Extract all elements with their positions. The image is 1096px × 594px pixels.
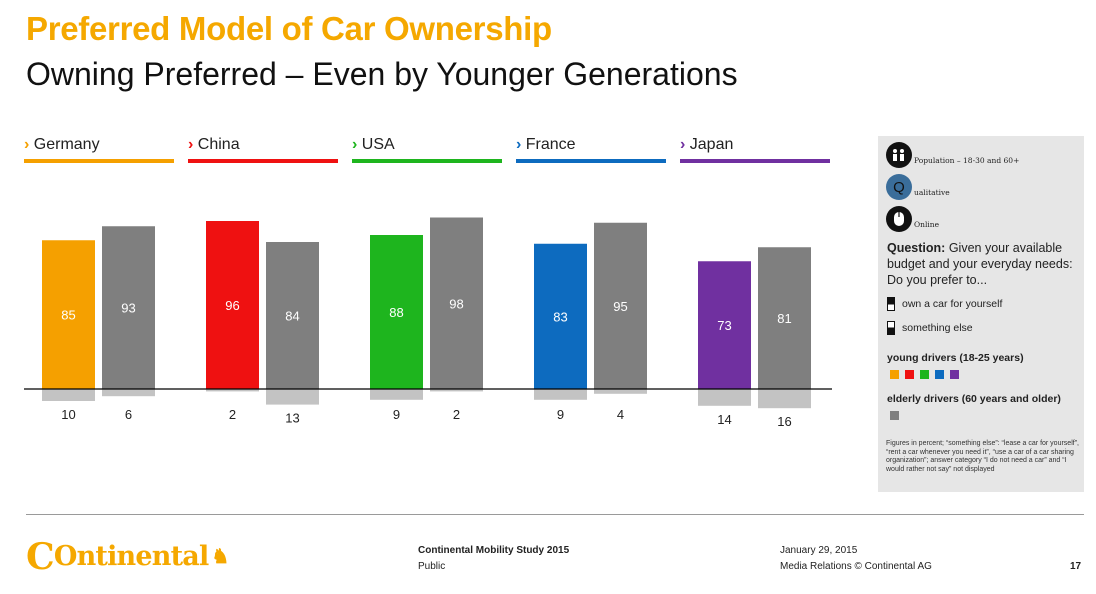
bar-young-france xyxy=(534,243,587,389)
meta-qualitative: Q ualitative xyxy=(886,174,950,200)
qualitative-icon: Q xyxy=(886,174,912,200)
footer-study: Continental Mobility Study 2015 Public xyxy=(418,545,570,572)
category-underline-germany xyxy=(24,159,174,163)
value-elderly-germany: 93 xyxy=(121,301,135,316)
bar-young-else-usa xyxy=(370,389,423,400)
bar-elderly-else-france xyxy=(594,389,647,394)
legend-panel: Population – 18-30 and 60+ Q ualitative … xyxy=(878,136,1084,492)
category-underline-usa xyxy=(352,159,502,163)
meta-population: Population – 18-30 and 60+ xyxy=(886,142,1019,168)
value-elderly-japan: 81 xyxy=(777,311,791,326)
value-elderly-france: 95 xyxy=(613,299,627,314)
meta-population-label: Population – 18-30 and 60+ xyxy=(914,155,1020,165)
bar-elderly-france xyxy=(594,222,647,389)
meta-qualitative-label: ualitative xyxy=(914,187,950,197)
category-label-france: › France xyxy=(516,136,576,153)
bar-elderly-china xyxy=(266,242,319,389)
option-else: something else xyxy=(887,321,973,335)
bar-elderly-else-china xyxy=(266,389,319,405)
value-young-france: 83 xyxy=(553,309,567,324)
footnote: Figures in percent; “something else”: “l… xyxy=(886,440,1079,473)
young-swatch-france xyxy=(935,370,944,379)
continental-logo: COntinental ♞ xyxy=(26,536,229,578)
value-young-else-japan: 14 xyxy=(717,412,731,427)
legend-young-title: young drivers (18-25 years) xyxy=(887,352,1024,364)
page-number: 17 xyxy=(1070,561,1082,572)
young-swatch-germany xyxy=(890,370,899,379)
horse-icon: ♞ xyxy=(211,544,229,568)
option-own-label: own a car for yourself xyxy=(902,298,1003,310)
page-subtitle: Owning Preferred – Even by Younger Gener… xyxy=(26,56,738,92)
online-mouse-icon xyxy=(886,206,912,232)
value-elderly-else-china: 13 xyxy=(285,411,299,426)
legend-young-swatches xyxy=(890,370,959,379)
bar-young-else-japan xyxy=(698,389,751,406)
footer-divider xyxy=(26,514,1084,515)
footer-date: January 29, 2015 Media Relations © Contin… xyxy=(780,545,932,572)
population-icon xyxy=(886,142,912,168)
value-elderly-else-japan: 16 xyxy=(777,414,791,429)
young-swatch-japan xyxy=(950,370,959,379)
category-label-japan: › Japan xyxy=(680,136,733,153)
bar-young-else-france xyxy=(534,389,587,400)
meta-online-label: Online xyxy=(914,219,940,229)
value-elderly-else-usa: 2 xyxy=(453,407,460,422)
elderly-swatch xyxy=(890,411,899,420)
category-label-china: › China xyxy=(188,136,240,153)
question-text: Question: Given your available budget an… xyxy=(887,241,1073,287)
value-young-else-germany: 10 xyxy=(61,407,75,422)
value-young-else-france: 9 xyxy=(557,407,564,422)
value-young-china: 96 xyxy=(225,298,239,313)
bar-elderly-usa xyxy=(430,217,483,389)
value-young-else-china: 2 xyxy=(229,407,236,422)
option-else-label: something else xyxy=(902,322,973,334)
meta-online: Online xyxy=(886,206,939,232)
bar-young-else-germany xyxy=(42,389,95,401)
bar-young-germany xyxy=(42,240,95,389)
bar-elderly-germany xyxy=(102,226,155,389)
bar-elderly-else-usa xyxy=(430,389,483,392)
value-elderly-else-france: 4 xyxy=(617,407,624,422)
value-elderly-else-germany: 6 xyxy=(125,407,132,422)
value-young-germany: 85 xyxy=(61,308,75,323)
bar-young-usa xyxy=(370,235,423,389)
something-else-icon xyxy=(887,321,895,335)
bar-young-japan xyxy=(698,261,751,389)
bar-chart: › Germany 85 93 10 6 › China 96 84 2 13 › USA 88 98 9… xyxy=(24,136,832,429)
category-label-usa: › USA xyxy=(352,136,395,153)
young-swatch-china xyxy=(905,370,914,379)
young-swatch-usa xyxy=(920,370,929,379)
legend-elderly-swatches xyxy=(890,411,899,420)
bar-elderly-else-germany xyxy=(102,389,155,397)
legend-elderly-title: elderly drivers (60 years and older) xyxy=(887,393,1061,405)
bar-young-china xyxy=(206,221,259,389)
bar-elderly-japan xyxy=(758,247,811,389)
own-car-icon xyxy=(887,297,895,311)
page-title: Preferred Model of Car Ownership xyxy=(26,10,552,47)
category-label-germany: › Germany xyxy=(24,136,100,153)
value-young-japan: 73 xyxy=(717,318,731,333)
value-elderly-usa: 98 xyxy=(449,296,463,311)
value-young-else-usa: 9 xyxy=(393,407,400,422)
category-underline-china xyxy=(188,159,338,163)
bar-young-else-china xyxy=(206,389,259,392)
value-young-usa: 88 xyxy=(389,305,403,320)
bar-elderly-else-japan xyxy=(758,389,811,409)
value-elderly-china: 84 xyxy=(285,309,299,324)
category-underline-japan xyxy=(680,159,830,163)
category-underline-france xyxy=(516,159,666,163)
option-own: own a car for yourself xyxy=(887,297,1002,311)
